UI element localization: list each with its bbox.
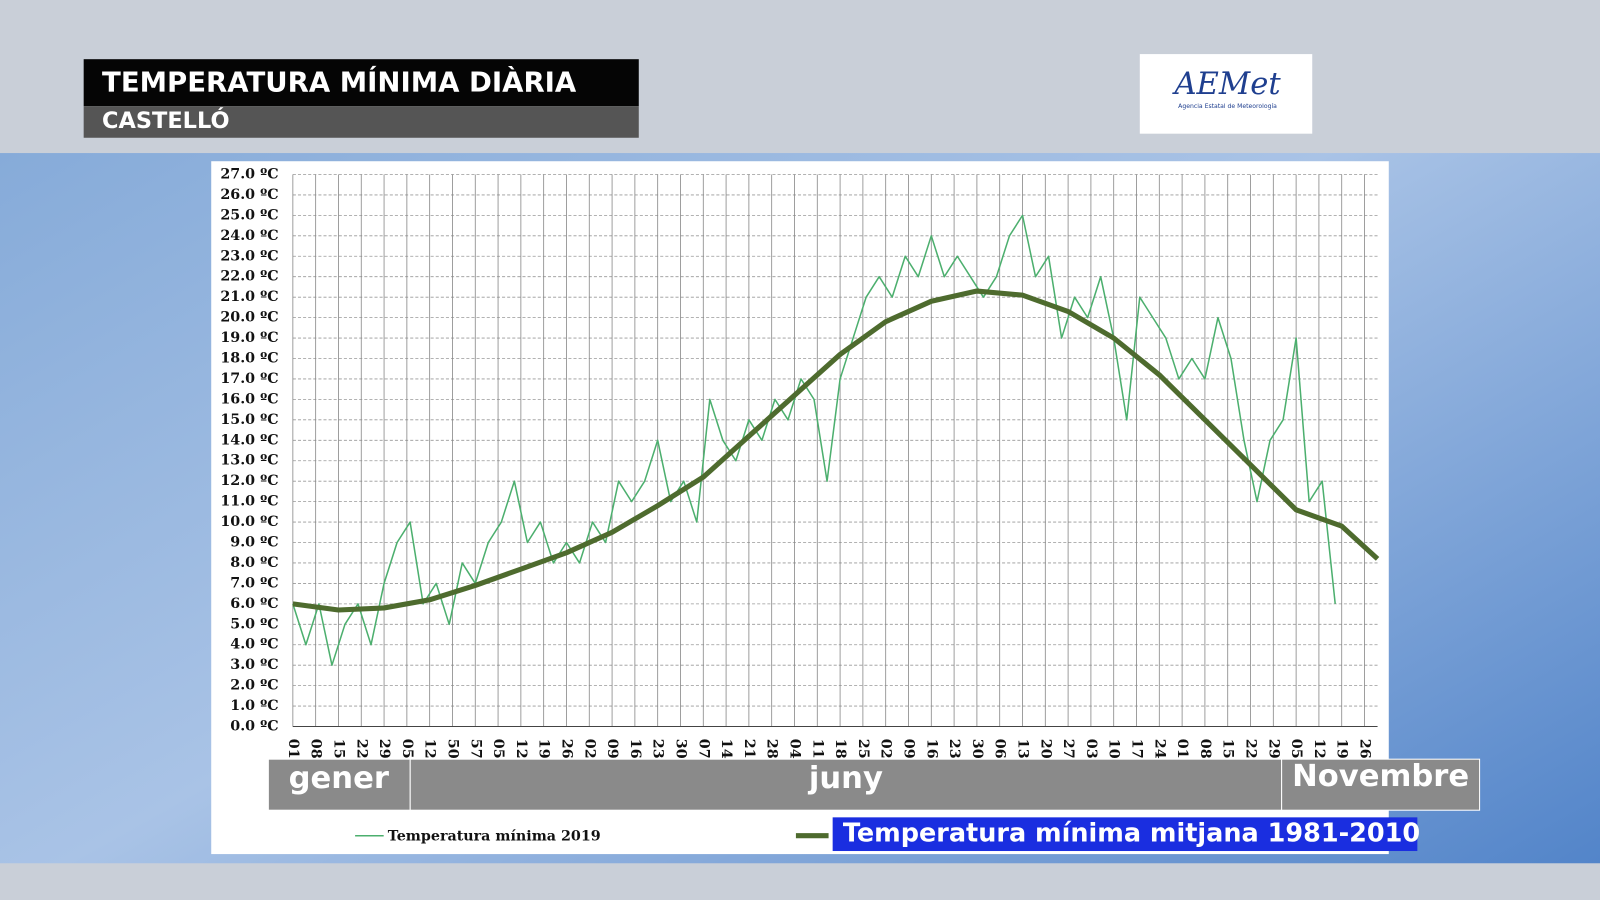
x-tick-label: 13 bbox=[1015, 739, 1031, 759]
x-tick-label: 02 bbox=[878, 739, 894, 759]
logo-caption: Agencia Estatal de Meteorología bbox=[1178, 102, 1277, 110]
logo: AEMet bbox=[1171, 67, 1281, 102]
plot: 0.0 ºC 1.0 ºC 2.0 ºC 3.0 ºC 4.0 ºC 5.0 ºC 6.0 … bbox=[220, 166, 1380, 759]
y-tick-label: 23.0 ºC bbox=[220, 248, 278, 264]
y-tick-label: 24.0 ºC bbox=[220, 228, 278, 244]
series-line bbox=[292, 214, 1336, 666]
y-tick-label: 12.0 ºC bbox=[220, 473, 278, 489]
x-tick-label: 23 bbox=[946, 739, 962, 759]
x-tick-label: 24 bbox=[1151, 739, 1167, 759]
x-tick-label: 22 bbox=[353, 739, 369, 759]
x-tick-label: 28 bbox=[764, 739, 780, 759]
logo-box bbox=[1139, 54, 1313, 134]
x-tick-label: 25 bbox=[855, 739, 871, 759]
x-tick-label: 20 bbox=[1037, 739, 1053, 759]
x-tick-label: 29 bbox=[376, 739, 392, 759]
x-tick-label: 22 bbox=[1243, 739, 1259, 759]
x-tick-label: 17 bbox=[1129, 739, 1145, 759]
y-tick-label: 25.0 ºC bbox=[220, 207, 278, 223]
x-tick-label: 01 bbox=[1174, 739, 1190, 759]
y-tick-label: 0.0 ºC bbox=[230, 719, 278, 735]
x-tick-label: 08 bbox=[1197, 739, 1213, 759]
y-tick-label: 3.0 ºC bbox=[230, 657, 278, 673]
y-tick-label: 9.0 ºC bbox=[230, 535, 278, 551]
series-line bbox=[292, 288, 1380, 613]
month-label: juny bbox=[807, 761, 883, 796]
x-tick-label: 06 bbox=[992, 739, 1008, 759]
x-tick-label: 16 bbox=[627, 739, 643, 759]
legend-label: Temperatura mínima mitjana 1981-2010 bbox=[843, 819, 1420, 849]
month-band bbox=[1281, 758, 1481, 811]
x-tick-label: 12 bbox=[513, 739, 529, 759]
x-tick-label: 12 bbox=[1311, 739, 1327, 759]
y-tick-label: 11.0 ºC bbox=[220, 494, 278, 510]
x-tick-label: 10 bbox=[1106, 739, 1122, 759]
x-tick-label: 15 bbox=[1220, 739, 1236, 759]
x-tick-label: 26 bbox=[558, 739, 574, 759]
x-tick-label: 19 bbox=[536, 739, 552, 759]
x-tick-label: 07 bbox=[695, 739, 711, 759]
y-tick-label: 2.0 ºC bbox=[230, 678, 278, 694]
y-tick-label: 13.0 ºC bbox=[220, 453, 278, 469]
y-tick-label: 16.0 ºC bbox=[220, 391, 278, 407]
y-tick-label: 7.0 ºC bbox=[230, 575, 278, 591]
y-tick-label: 26.0 ºC bbox=[220, 187, 278, 203]
x-tick-label: 05 bbox=[1288, 739, 1304, 759]
y-tick-label: 8.0 ºC bbox=[230, 555, 278, 571]
x-tick-label: 08 bbox=[308, 739, 324, 759]
x-tick-label: 05 bbox=[490, 739, 506, 759]
subtitle: CASTELLÓ bbox=[102, 106, 230, 134]
x-tick-label: 04 bbox=[786, 739, 802, 759]
x-tick-label: 30 bbox=[672, 739, 688, 759]
legend-label: Temperatura mínima 2019 bbox=[388, 829, 601, 845]
x-tick-label: 02 bbox=[581, 739, 597, 759]
bottom-band bbox=[0, 863, 1600, 900]
month-label: Novembre bbox=[1292, 759, 1469, 794]
y-tick-label: 4.0 ºC bbox=[230, 637, 278, 653]
x-tick-label: 03 bbox=[1083, 739, 1099, 759]
x-tick-label: 05 bbox=[399, 739, 415, 759]
subtitle-box bbox=[83, 106, 639, 138]
x-tick-label: 16 bbox=[923, 739, 939, 759]
y-tick-label: 22.0 ºC bbox=[220, 269, 278, 285]
y-tick-label: 20.0 ºC bbox=[220, 310, 278, 326]
x-tick-label: 09 bbox=[900, 739, 916, 759]
x-tick-label: 23 bbox=[650, 739, 666, 759]
x-tick-label: 14 bbox=[718, 739, 734, 759]
y-tick-label: 6.0 ºC bbox=[230, 596, 278, 612]
month-label: gener bbox=[289, 761, 389, 796]
x-tick-label: 26 bbox=[1357, 739, 1373, 759]
y-tick-label: 1.0 ºC bbox=[230, 698, 278, 714]
y-tick-label: 15.0 ºC bbox=[220, 412, 278, 428]
y-tick-label: 19.0 ºC bbox=[220, 330, 278, 346]
x-tick-label: 01 bbox=[285, 739, 301, 759]
title: TEMPERATURA MÍNIMA DIÀRIA bbox=[102, 65, 577, 99]
month-band bbox=[409, 758, 1283, 811]
y-tick-label: 17.0 ºC bbox=[220, 371, 278, 387]
legend-highlight bbox=[832, 817, 1418, 852]
x-tick-label: 12 bbox=[422, 739, 438, 759]
y-tick-label: 21.0 ºC bbox=[220, 289, 278, 305]
x-tick-label: 27 bbox=[1060, 739, 1076, 759]
y-tick-label: 10.0 ºC bbox=[220, 514, 278, 530]
x-tick-label: 57 bbox=[467, 739, 483, 759]
x-tick-label: 09 bbox=[604, 739, 620, 759]
y-tick-label: 18.0 ºC bbox=[220, 351, 278, 367]
x-tick-label: 29 bbox=[1265, 739, 1281, 759]
x-tick-label: 11 bbox=[809, 739, 825, 759]
x-tick-label: 18 bbox=[832, 739, 848, 759]
y-tick-label: 27.0 ºC bbox=[220, 166, 278, 182]
title-box bbox=[83, 59, 639, 107]
y-tick-label: 5.0 ºC bbox=[230, 616, 278, 632]
x-tick-label: 15 bbox=[330, 739, 346, 759]
x-tick-label: 19 bbox=[1334, 739, 1350, 759]
x-tick-label: 30 bbox=[969, 739, 985, 759]
x-tick-label: 21 bbox=[741, 739, 757, 759]
y-tick-label: 14.0 ºC bbox=[220, 432, 278, 448]
x-tick-label: 50 bbox=[444, 739, 460, 759]
